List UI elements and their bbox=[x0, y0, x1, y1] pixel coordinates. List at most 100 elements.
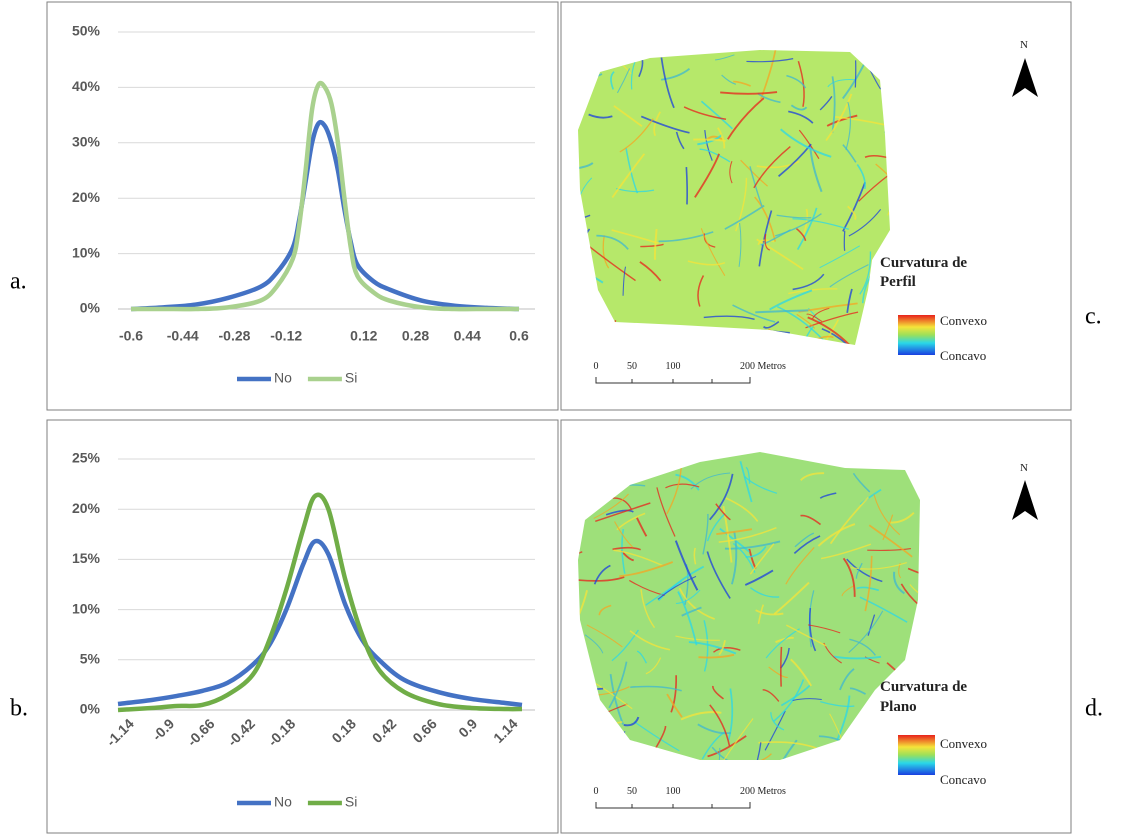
map-streak bbox=[575, 689, 603, 690]
x-tick-label: 0.66 bbox=[409, 715, 440, 746]
legend-title: Perfil bbox=[880, 274, 916, 290]
map-streak bbox=[881, 62, 894, 76]
line-series bbox=[118, 541, 522, 705]
map-streak bbox=[642, 337, 689, 347]
panel-label: a. bbox=[10, 269, 27, 295]
panel-label: d. bbox=[1085, 696, 1103, 722]
map-streak bbox=[598, 458, 623, 482]
map-streak bbox=[608, 742, 628, 780]
panel-label: c. bbox=[1085, 304, 1102, 330]
map-streak bbox=[575, 321, 597, 338]
y-tick-label: 5% bbox=[80, 651, 101, 667]
y-tick-label: 10% bbox=[72, 244, 101, 260]
map-streak bbox=[546, 552, 583, 571]
map-streak bbox=[615, 731, 625, 763]
y-tick-label: 10% bbox=[72, 600, 101, 616]
scale-label: 100 bbox=[666, 786, 681, 797]
north-arrow bbox=[1012, 58, 1038, 97]
x-tick-label: 0.18 bbox=[328, 715, 359, 746]
map-streak bbox=[604, 459, 635, 468]
scale-bar bbox=[596, 802, 750, 808]
x-tick-label: -0.66 bbox=[184, 715, 218, 749]
north-label: N bbox=[1020, 462, 1028, 474]
y-tick-label: 15% bbox=[72, 550, 101, 566]
map-streak bbox=[917, 623, 949, 646]
legend-title: Curvatura de bbox=[880, 679, 967, 695]
y-tick-label: 30% bbox=[72, 134, 101, 150]
scale-label: 200 Metros bbox=[740, 786, 786, 797]
x-tick-label: -0.44 bbox=[167, 328, 199, 344]
x-tick-label: 1.14 bbox=[490, 715, 521, 746]
x-tick-label: 0.12 bbox=[350, 328, 377, 344]
x-tick-label: -0.12 bbox=[270, 328, 302, 344]
map-streak bbox=[842, 756, 854, 797]
map-streak bbox=[911, 713, 916, 729]
line-series bbox=[118, 495, 522, 710]
x-tick-label: -0.18 bbox=[265, 715, 299, 749]
x-tick-label: -0.6 bbox=[119, 328, 143, 344]
legend-label: Si bbox=[345, 794, 357, 810]
x-tick-label: -0.9 bbox=[149, 715, 178, 744]
figure: a. b. c. d. Curvatura de Perfil Convexo … bbox=[0, 0, 1126, 834]
north-label: N bbox=[1020, 39, 1028, 51]
map-streak bbox=[586, 726, 617, 765]
map-streak bbox=[882, 726, 890, 755]
map-streak bbox=[885, 132, 944, 139]
panel-label: b. bbox=[10, 696, 28, 722]
map-streak bbox=[581, 738, 612, 789]
x-tick-label: 0.6 bbox=[509, 328, 529, 344]
x-tick-label: 0.28 bbox=[402, 328, 429, 344]
map-streak bbox=[538, 293, 580, 330]
scale-bar bbox=[596, 377, 750, 383]
legend-ramp bbox=[898, 735, 935, 775]
x-tick-label: 0.9 bbox=[455, 715, 480, 740]
map-streak bbox=[887, 169, 924, 173]
map-streak bbox=[868, 740, 899, 751]
map-streak bbox=[568, 74, 601, 81]
x-tick-label: -0.42 bbox=[224, 715, 258, 749]
map-streak bbox=[565, 722, 623, 729]
x-tick-label: 0.44 bbox=[454, 328, 481, 344]
map-streak bbox=[600, 748, 651, 768]
map: Curvatura de Perfil Convexo Concavo N 0 … bbox=[538, 39, 1038, 383]
legend-label: Si bbox=[345, 370, 357, 386]
y-tick-label: 25% bbox=[72, 450, 101, 466]
legend-label: No bbox=[274, 370, 292, 386]
panel-frame bbox=[47, 420, 558, 833]
map-streak bbox=[781, 647, 782, 687]
legend-title: Curvatura de bbox=[880, 255, 967, 271]
map-streak bbox=[546, 215, 590, 239]
legend-label: No bbox=[274, 794, 292, 810]
map-streak bbox=[847, 738, 860, 756]
scale-label: 50 bbox=[627, 361, 637, 372]
chart: 0%10%20%30%40%50%-0.6-0.44-0.28-0.120.12… bbox=[72, 23, 535, 386]
x-tick-label: -1.14 bbox=[103, 715, 137, 749]
y-tick-label: 40% bbox=[72, 78, 101, 94]
y-tick-label: 50% bbox=[72, 23, 101, 39]
map: Curvatura de Plano Convexo Concavo N 0 5… bbox=[546, 451, 1038, 808]
legend-label: Concavo bbox=[940, 772, 986, 787]
y-tick-label: 20% bbox=[72, 500, 101, 516]
map-streak bbox=[602, 60, 615, 68]
map-streak bbox=[577, 502, 587, 517]
x-tick-label: -0.28 bbox=[219, 328, 251, 344]
chart: 0% 5% 10% 15% 20% 25% -1.14 -0.9-0.66-0.42-0.18… bbox=[72, 450, 535, 810]
map-streak bbox=[591, 719, 592, 765]
scale-label: 0 bbox=[594, 786, 599, 797]
line-series bbox=[131, 83, 519, 309]
scale-label: 100 bbox=[666, 361, 681, 372]
line-series bbox=[131, 122, 519, 309]
map-streak bbox=[891, 741, 895, 770]
y-tick-label: 0% bbox=[80, 701, 101, 717]
scale-label: 0 bbox=[594, 361, 599, 372]
legend-label: Convexo bbox=[940, 313, 987, 328]
legend-label: Concavo bbox=[940, 348, 986, 363]
scale-label: 200 Metros bbox=[740, 361, 786, 372]
scale-label: 50 bbox=[627, 786, 637, 797]
map-streak bbox=[894, 111, 933, 130]
map-streak bbox=[586, 320, 615, 355]
north-arrow bbox=[1012, 480, 1038, 520]
legend-title: Plano bbox=[880, 699, 917, 715]
legend-label: Convexo bbox=[940, 736, 987, 751]
map-streak bbox=[574, 271, 592, 296]
